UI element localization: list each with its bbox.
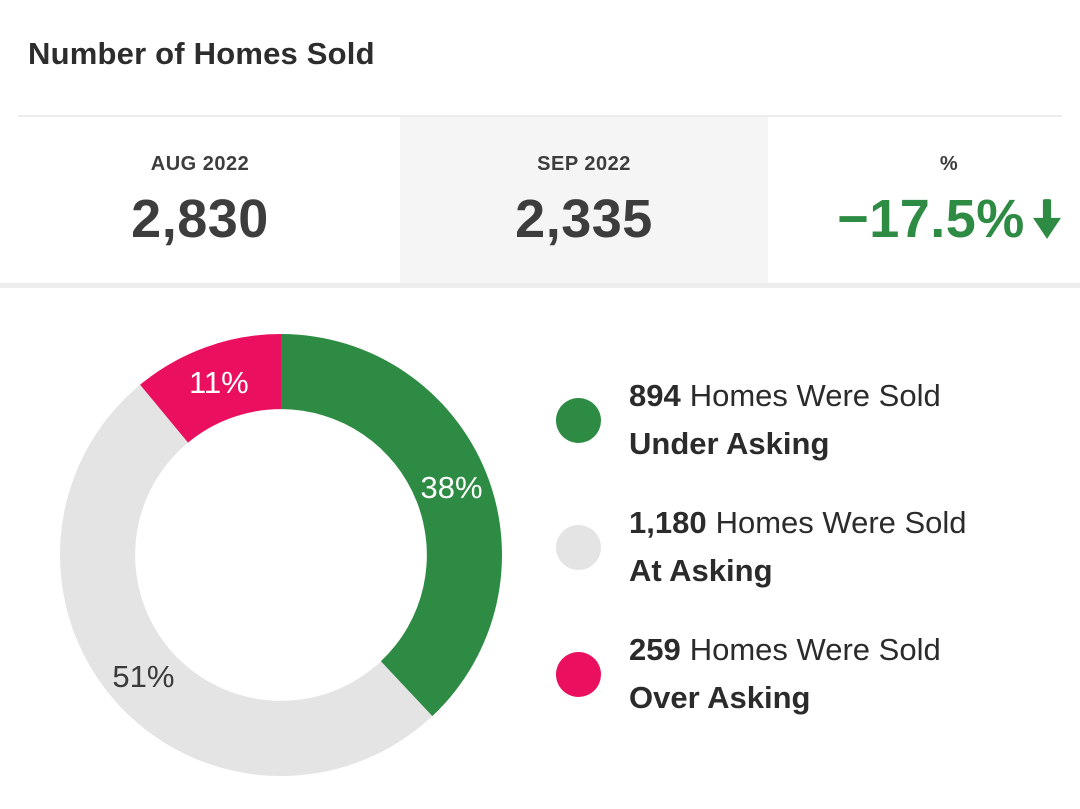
legend-count: 894 xyxy=(629,378,681,413)
stat-value: −17.5% xyxy=(837,191,1061,247)
legend-label: Homes Were Sold xyxy=(689,378,941,413)
stat-aug-2022: AUG 2022 2,830 xyxy=(0,117,400,283)
legend-text: 894 Homes Were Sold Under Asking xyxy=(629,372,941,468)
stat-percent-change: % −17.5% xyxy=(768,117,1080,283)
legend-line-1: 259 Homes Were Sold xyxy=(629,626,941,674)
legend-line-1: 1,180 Homes Were Sold xyxy=(629,499,967,547)
legend-category: At Asking xyxy=(629,553,773,588)
slice-percent-label: 38% xyxy=(421,470,483,505)
legend-item-at-asking: 1,180 Homes Were Sold At Asking xyxy=(556,499,967,595)
legend-label: Homes Were Sold xyxy=(689,632,941,667)
legend-count: 259 xyxy=(629,632,681,667)
under-asking-dot-icon xyxy=(556,397,601,443)
stat-value: 2,335 xyxy=(515,189,653,249)
stat-sep-2022: SEP 2022 2,335 xyxy=(400,117,768,283)
legend-text: 1,180 Homes Were Sold At Asking xyxy=(629,499,967,595)
at-asking-dot-icon xyxy=(556,524,601,570)
arrow-down-icon xyxy=(1032,199,1061,239)
legend-label: Homes Were Sold xyxy=(715,505,967,540)
legend-category: Under Asking xyxy=(629,426,830,461)
legend-count: 1,180 xyxy=(629,505,707,540)
page-title: Number of Homes Sold xyxy=(28,36,375,71)
donut-chart: 38% 51% 11% xyxy=(60,334,502,776)
slice-percent-label: 51% xyxy=(112,659,174,694)
legend-item-under-asking: 894 Homes Were Sold Under Asking xyxy=(556,372,967,468)
slice-percent-label: 11% xyxy=(189,365,249,400)
legend-line-1: 894 Homes Were Sold xyxy=(629,372,941,420)
donut-slice-under-asking xyxy=(281,334,502,717)
legend-item-over-asking: 259 Homes Were Sold Over Asking xyxy=(556,626,967,722)
stat-label: % xyxy=(939,153,959,175)
over-asking-dot-icon xyxy=(556,651,601,697)
section-divider xyxy=(0,283,1080,288)
title-divider xyxy=(18,115,1062,117)
stats-row: AUG 2022 2,830 SEP 2022 2,335 % −17.5% xyxy=(0,117,1080,283)
percent-change-value: −17.5% xyxy=(837,189,1025,249)
stat-label: SEP 2022 xyxy=(537,153,631,175)
stat-value: 2,830 xyxy=(131,189,269,249)
legend-text: 259 Homes Were Sold Over Asking xyxy=(629,626,941,722)
chart-legend: 894 Homes Were Sold Under Asking 1,180 Hom… xyxy=(556,372,967,722)
donut-slice-at-asking xyxy=(60,384,433,776)
donut-slice-over-asking xyxy=(140,334,281,443)
legend-category: Over Asking xyxy=(629,680,811,715)
stat-label: AUG 2022 xyxy=(150,153,250,175)
